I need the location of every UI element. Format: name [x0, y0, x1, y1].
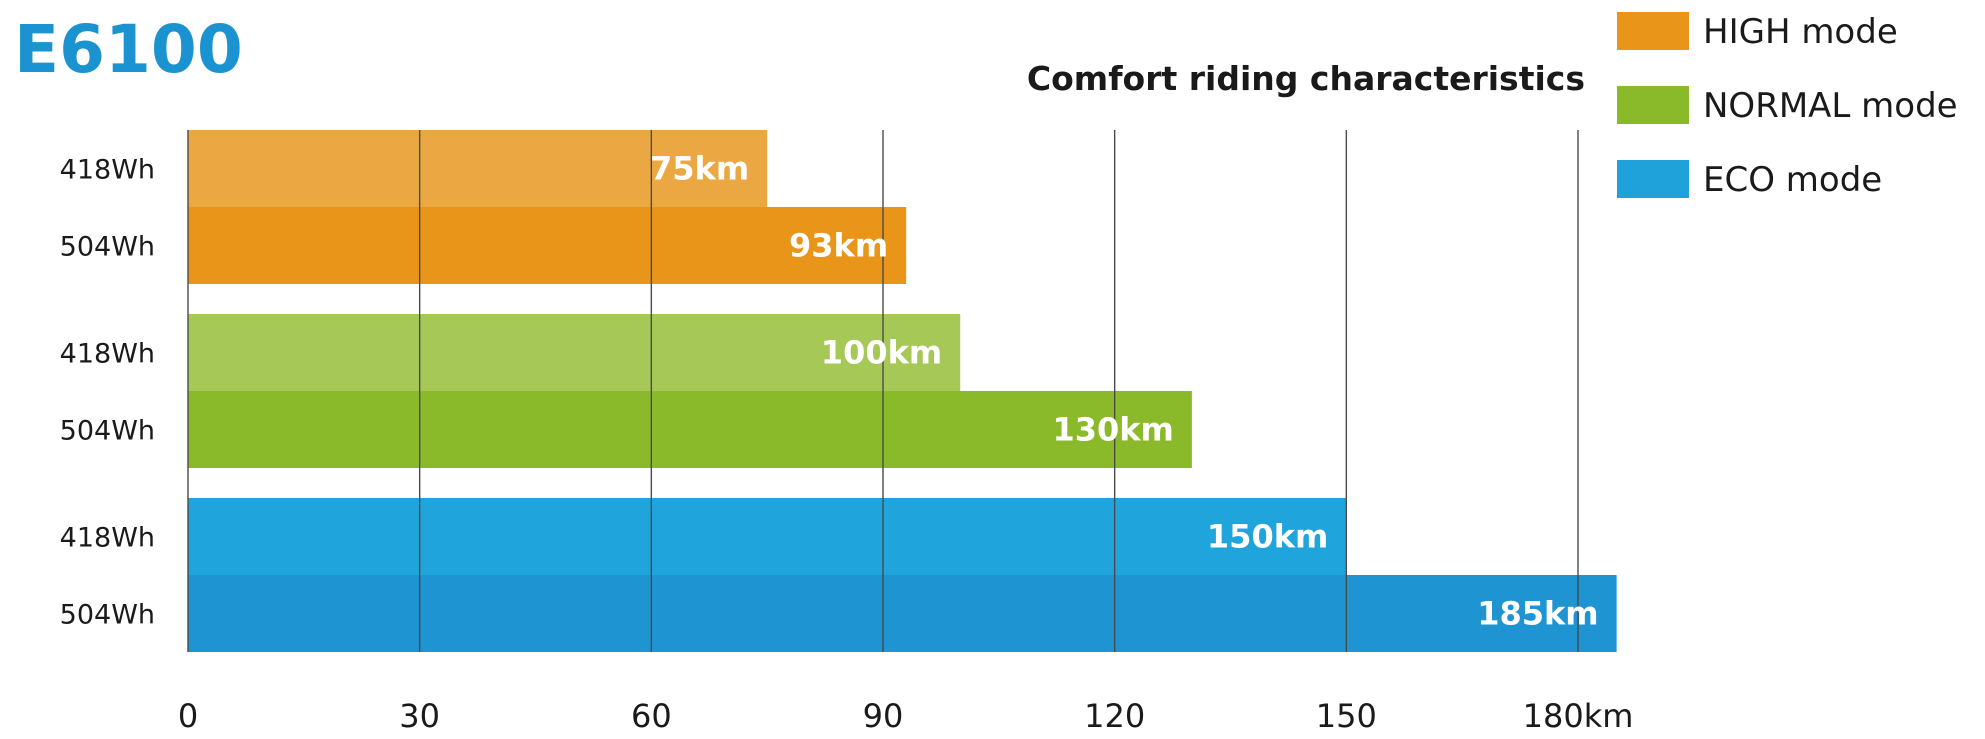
category-label: 418Wh: [60, 339, 155, 370]
category-label: 504Wh: [60, 416, 155, 447]
legend-swatch: [1617, 160, 1689, 198]
x-tick-label: 180km: [1523, 697, 1634, 735]
chart-title: Comfort riding characteristics: [1027, 59, 1585, 98]
x-tick-label: 30: [399, 697, 440, 735]
bar-labels: 75km 93km 100km 130km 150km 185km: [650, 150, 1599, 633]
x-tick-label: 0: [178, 697, 198, 735]
bar-high-418wh: [188, 130, 768, 207]
bar-value-label: 93km: [789, 227, 888, 265]
bar-value-label: 75km: [650, 150, 749, 188]
category-label: 504Wh: [60, 600, 155, 631]
category-label: 504Wh: [60, 232, 155, 263]
x-tick-label: 120: [1084, 697, 1145, 735]
category-labels: 418Wh 504Wh 418Wh 504Wh 418Wh 504Wh: [60, 155, 155, 631]
legend-label: HIGH mode: [1703, 12, 1898, 52]
bar-value-label: 130km: [1052, 411, 1173, 449]
x-tick-label: 60: [631, 697, 672, 735]
bar-high-504wh: [188, 207, 907, 284]
category-label: 418Wh: [60, 523, 155, 554]
legend-label: NORMAL mode: [1703, 86, 1958, 126]
x-tick-label: 90: [863, 697, 904, 735]
bar-value-label: 185km: [1477, 595, 1598, 633]
legend: HIGH mode NORMAL mode ECO mode: [1617, 12, 1958, 200]
bar-normal-418wh: [188, 314, 961, 391]
legend-swatch: [1617, 86, 1689, 124]
bar-normal-504wh: [188, 391, 1192, 468]
gridlines: [187, 130, 1579, 652]
bar-eco-418wh: [188, 498, 1347, 575]
bar-value-label: 100km: [821, 334, 942, 372]
legend-swatch: [1617, 12, 1689, 50]
legend-label: ECO mode: [1703, 160, 1882, 200]
bar-eco-504wh: [188, 575, 1617, 652]
x-tick-label: 150: [1316, 697, 1377, 735]
brand-title: E6100: [14, 11, 243, 88]
bars: [188, 130, 1617, 652]
category-label: 418Wh: [60, 155, 155, 186]
x-axis-ticks: 0 30 60 90 120 150 180km: [178, 697, 1634, 735]
bar-value-label: 150km: [1207, 518, 1328, 556]
